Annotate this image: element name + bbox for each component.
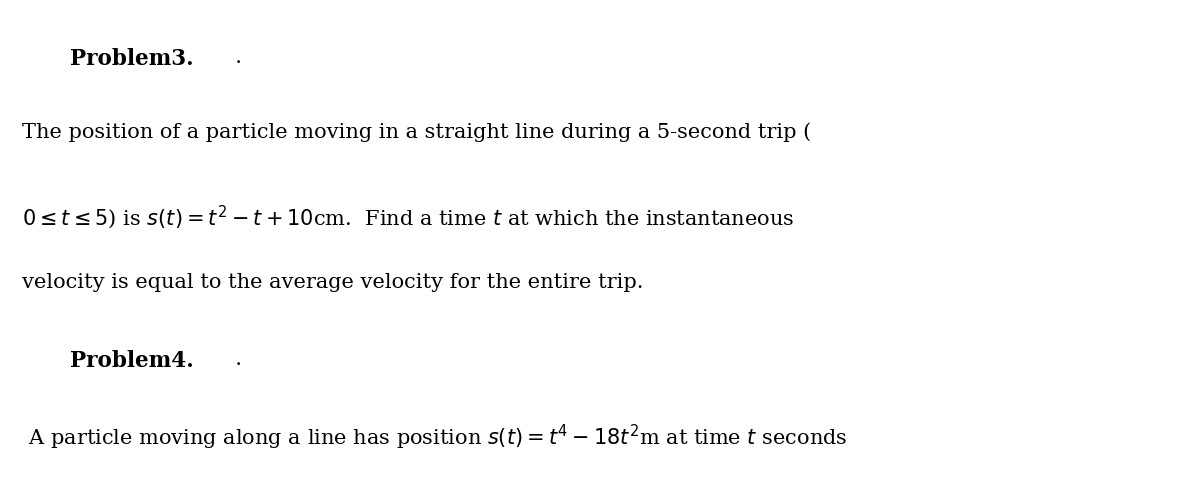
Text: velocity is equal to the average velocity for the entire trip.: velocity is equal to the average velocit…	[22, 273, 643, 292]
Text: .: .	[222, 48, 242, 67]
Text: Problem3.: Problem3.	[70, 48, 193, 70]
Text: The position of a particle moving in a straight line during a 5-second trip (: The position of a particle moving in a s…	[22, 122, 811, 142]
Text: A particle moving along a line has position $s(t) = t^4 - 18t^2$m at time $t$ se: A particle moving along a line has posit…	[22, 422, 847, 452]
Text: .: .	[222, 350, 242, 369]
Text: $0 \leq t \leq 5$) is $s(t) = t^2 - t + 10$cm.  Find a time $t$ at which the ins: $0 \leq t \leq 5$) is $s(t) = t^2 - t + …	[22, 204, 794, 231]
Text: Problem4.: Problem4.	[70, 350, 193, 372]
